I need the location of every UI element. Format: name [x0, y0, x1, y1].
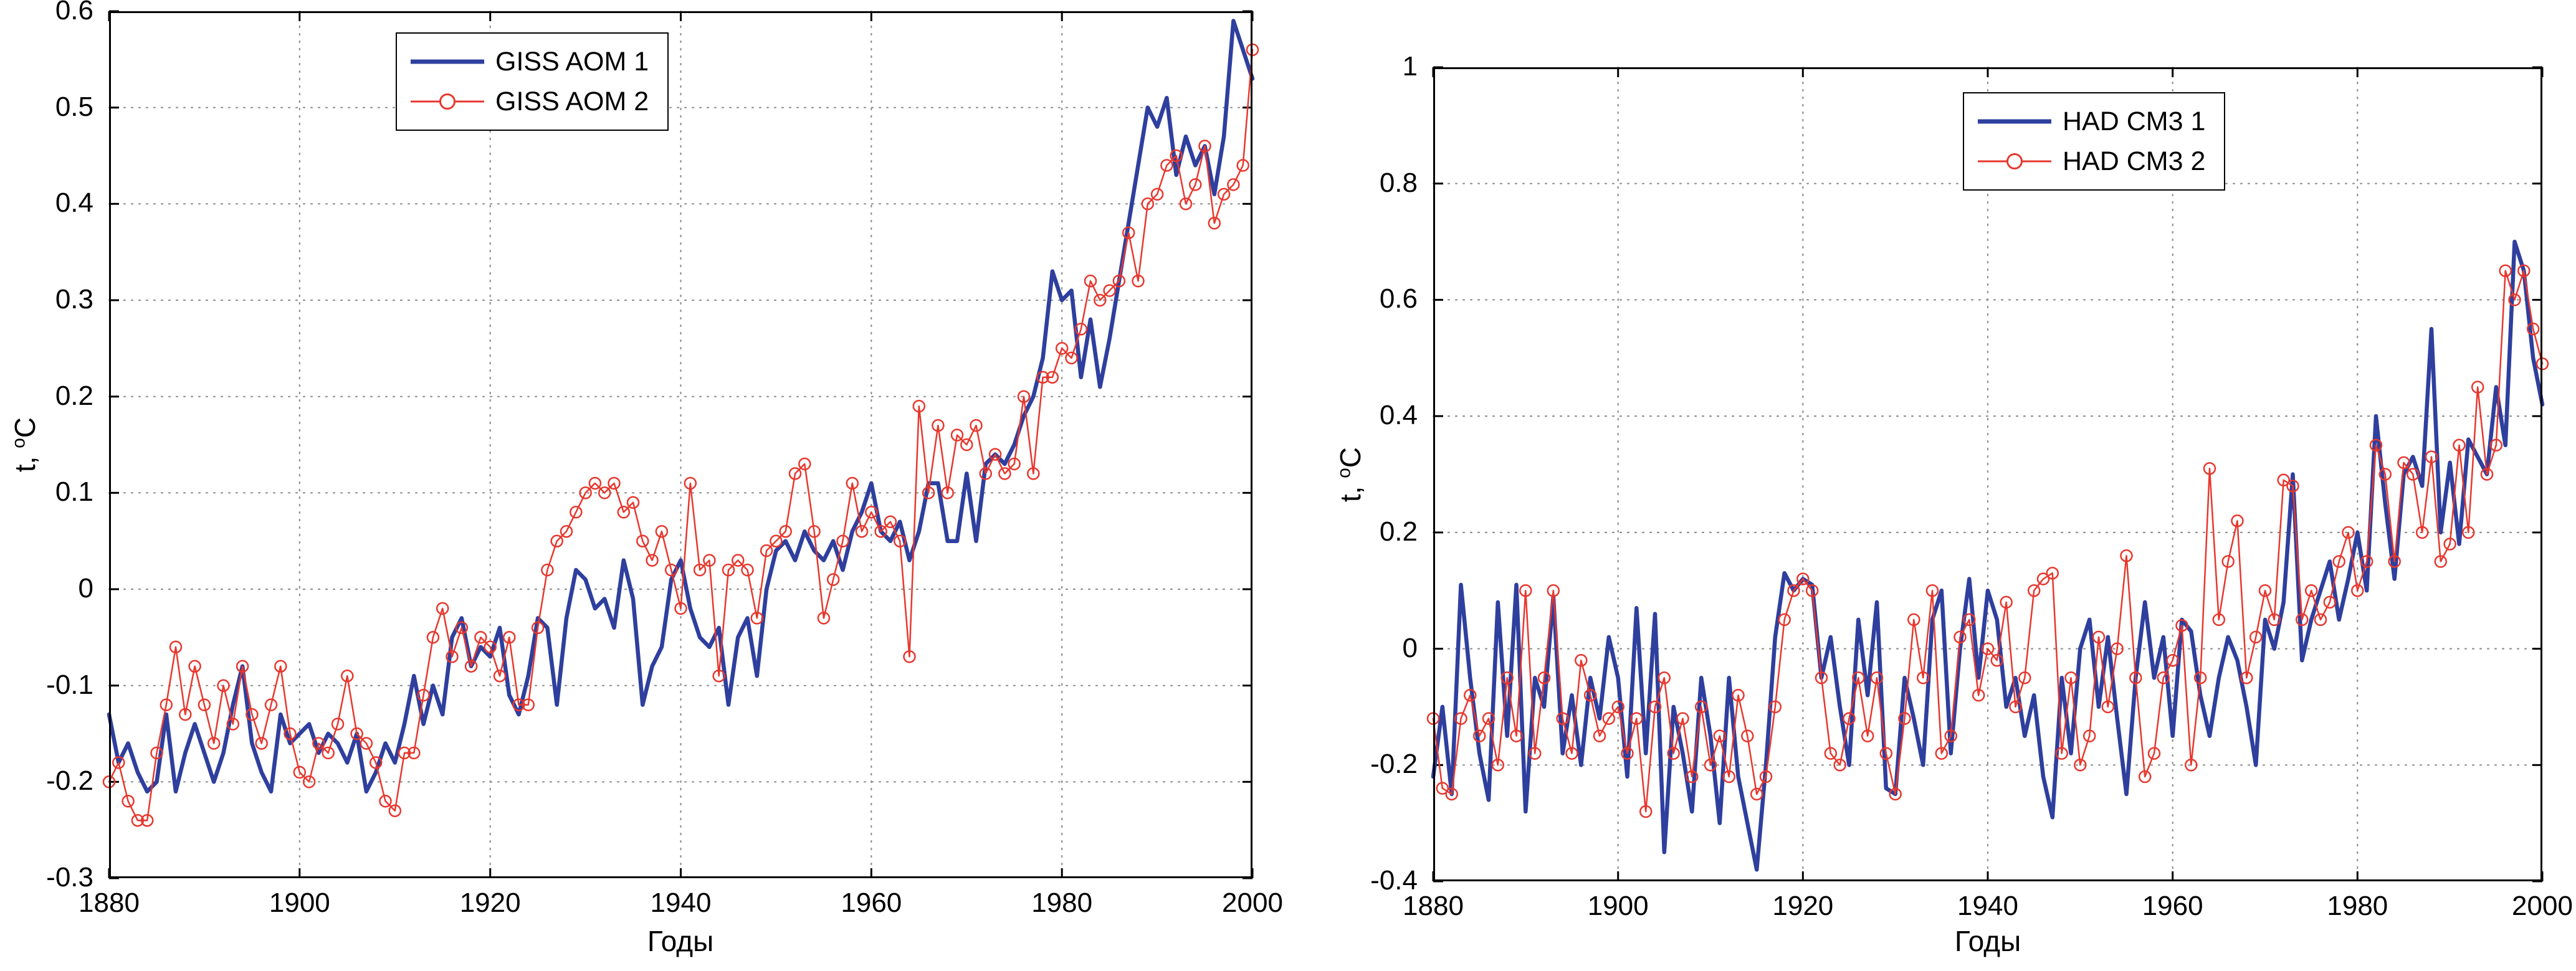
y-tick-label: -0.3 — [46, 862, 93, 893]
x-tick-label: 1900 — [269, 888, 330, 918]
x-tick-label: 2000 — [1222, 888, 1283, 918]
series-markers-had-cm3-2 — [1426, 264, 2549, 818]
y-tick-label: 1 — [1402, 51, 1418, 82]
legend-label: HAD CM3 1 — [2063, 106, 2206, 136]
giss-aom-chart-panel: t, oC Годы GISS AOM 1 GISS AOM 2 1880 190… — [8, 0, 1283, 957]
x-tick-label: 1980 — [1031, 888, 1093, 918]
legend-entry-had-cm3-2: HAD CM3 2 — [1978, 144, 2205, 178]
y-label-unit: C — [1334, 447, 1367, 468]
legend-label: HAD CM3 2 — [2063, 146, 2206, 176]
x-tick-label: 1940 — [650, 888, 712, 918]
legend-solid-line-icon — [1978, 119, 2051, 124]
series-line-had-cm3-2 — [1432, 270, 2544, 813]
y-label-degree-sup: o — [1333, 468, 1355, 478]
y-label-degree-sup: o — [8, 438, 29, 448]
y-tick-label: 0.4 — [1379, 400, 1418, 431]
axes-box — [1433, 67, 2542, 881]
series-line-giss-aom-2 — [108, 49, 1254, 822]
had-x-axis-label: Годы — [1954, 925, 2021, 957]
x-tick-label: 1920 — [459, 888, 521, 918]
y-tick-label: 0.8 — [1379, 167, 1418, 198]
x-tick-label: 1960 — [841, 888, 902, 918]
x-tick-label: 1920 — [1772, 891, 1834, 921]
had-legend: HAD CM3 1 HAD CM3 2 — [1963, 92, 2226, 191]
y-label-prefix: t, — [9, 448, 41, 473]
legend-circle-marker-icon — [439, 93, 456, 110]
legend-line-sample-red — [411, 88, 484, 115]
y-tick-label: 0 — [1402, 632, 1418, 663]
legend-label: GISS AOM 1 — [495, 46, 649, 77]
x-tick-label: 1880 — [1403, 891, 1464, 921]
y-label-unit: C — [9, 417, 41, 438]
had-cm3-chart-panel: t, oC Годы HAD CM3 1 HAD CM3 2 1880 1900 1… — [1288, 0, 2576, 971]
x-tick-label: 1980 — [2327, 891, 2388, 921]
legend-label: GISS AOM 2 — [495, 86, 649, 116]
legend-circle-marker-icon — [2006, 153, 2023, 169]
series-line-giss-aom-1 — [107, 19, 1255, 794]
legend-solid-line-icon — [411, 59, 484, 64]
y-tick-label: -0.2 — [1370, 749, 1418, 780]
legend-entry-giss-aom-1: GISS AOM 1 — [411, 45, 649, 78]
y-tick-label: -0.2 — [46, 765, 93, 797]
giss-y-axis-label: t, oC — [8, 417, 42, 472]
y-label-prefix: t, — [1334, 478, 1367, 503]
axes-box — [109, 11, 1252, 878]
x-tick-label: 1940 — [1957, 891, 2018, 921]
y-tick-label: 0.4 — [55, 187, 93, 219]
had-y-axis-label: t, oC — [1333, 447, 1367, 502]
giss-legend: GISS AOM 1 GISS AOM 2 — [396, 32, 669, 131]
y-tick-label: 0.2 — [55, 380, 93, 411]
legend-line-sample-blue — [411, 48, 484, 75]
legend-line-sample-blue — [1978, 108, 2051, 135]
y-tick-label: -0.1 — [46, 669, 93, 700]
y-tick-label: 0.2 — [1379, 516, 1418, 547]
y-tick-label: 0.3 — [55, 284, 93, 315]
series-line-had-cm3-1 — [1431, 239, 2545, 872]
x-tick-label: 2000 — [2512, 891, 2573, 921]
y-tick-label: 0.6 — [1379, 283, 1418, 315]
legend-entry-giss-aom-2: GISS AOM 2 — [411, 85, 649, 118]
x-tick-label: 1960 — [2142, 891, 2203, 921]
y-tick-label: 0.5 — [55, 91, 93, 122]
giss-aom-plot-area — [102, 10, 1259, 879]
y-tick-label: -0.4 — [1370, 865, 1418, 896]
legend-line-sample-red — [1978, 148, 2051, 175]
giss-x-axis-label: Годы — [647, 925, 714, 957]
x-tick-label: 1880 — [79, 888, 140, 918]
legend-entry-had-cm3-1: HAD CM3 1 — [1978, 105, 2205, 138]
y-tick-label: 0.6 — [55, 0, 93, 26]
y-tick-label: 0.1 — [55, 476, 93, 508]
x-tick-label: 1900 — [1587, 891, 1649, 921]
y-tick-label: 0 — [78, 573, 93, 604]
